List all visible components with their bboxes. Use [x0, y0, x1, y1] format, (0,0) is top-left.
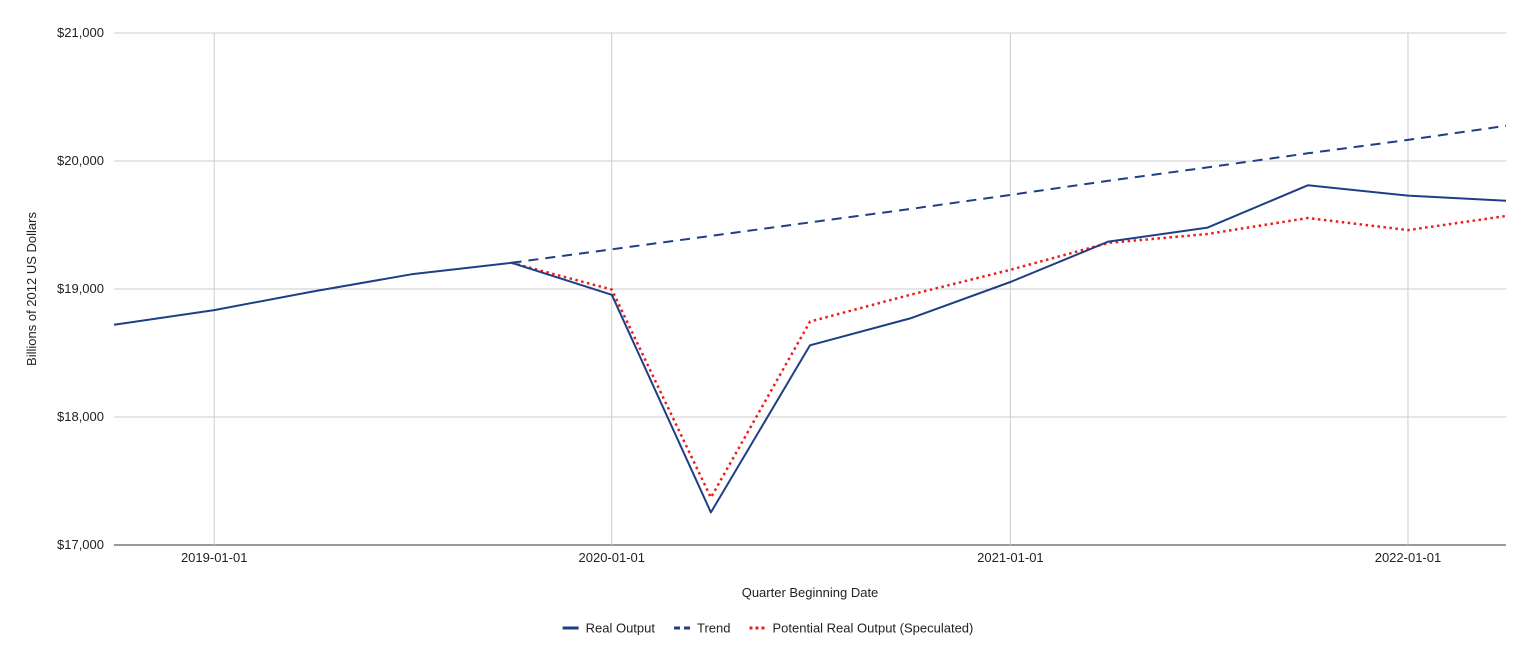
legend-label: Potential Real Output (Speculated)	[772, 621, 973, 636]
grid-lines	[114, 32, 1506, 546]
y-tick-label: $18,000	[57, 409, 104, 424]
x-tick-label: 2019-01-01	[181, 550, 248, 565]
x-tick-label: 2022-01-01	[1375, 550, 1442, 565]
y-axis-tick-labels: $17,000 $18,000 $19,000 $20,000 $21,000	[57, 25, 104, 552]
x-tick-label: 2021-01-01	[977, 550, 1044, 565]
x-tick-label: 2020-01-01	[579, 550, 646, 565]
legend-label: Real Output	[586, 621, 656, 636]
x-axis-title: Quarter Beginning Date	[742, 585, 879, 600]
y-tick-label: $17,000	[57, 537, 104, 552]
legend-item-potential-real-output-speculated: Potential Real Output (Speculated)	[749, 621, 973, 636]
series-line-potential-real-output-speculated	[511, 214, 1507, 499]
legend: Real Output Trend Potential Real Output (S…	[562, 621, 973, 636]
series-line-trend	[511, 124, 1507, 264]
y-tick-label: $20,000	[57, 153, 104, 168]
legend-item-real-output: Real Output	[562, 621, 656, 636]
y-tick-label: $21,000	[57, 25, 104, 40]
legend-item-trend: Trend	[673, 621, 730, 636]
series-line-real-output	[113, 184, 1507, 514]
y-tick-label: $19,000	[57, 281, 104, 296]
legend-label: Trend	[697, 621, 730, 636]
series-lines	[113, 124, 1507, 514]
y-axis-title: Billions of 2012 US Dollars	[24, 212, 39, 366]
x-axis-tick-labels: 2019-01-01 2020-01-01 2021-01-01 2022-01-01	[181, 550, 1441, 565]
